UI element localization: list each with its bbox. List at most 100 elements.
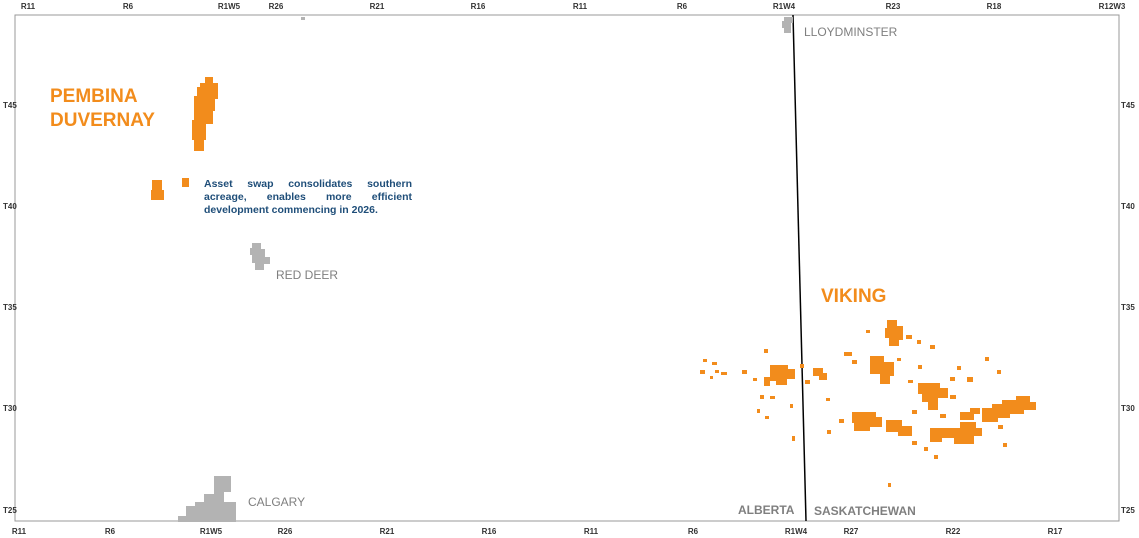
viking-tract xyxy=(813,368,827,380)
pembina-label-line1: PEMBINA xyxy=(50,86,138,107)
viking-tract xyxy=(912,410,917,414)
top-tick: R16 xyxy=(471,2,486,11)
viking-tract xyxy=(712,362,717,365)
red-deer-label: RED DEER xyxy=(276,268,338,282)
right-tick: T40 xyxy=(1121,202,1135,211)
bottom-tick: R16 xyxy=(482,527,497,536)
viking-tract xyxy=(930,345,935,349)
viking-tract xyxy=(918,383,948,410)
top-tick: R6 xyxy=(677,2,688,11)
pembina-south-block xyxy=(151,180,164,200)
viking-tract xyxy=(918,365,922,369)
left-tick: T40 xyxy=(3,202,17,211)
right-tick: T35 xyxy=(1121,303,1135,312)
asset-swap-note: Asset swap consolidates southern acreage… xyxy=(204,178,412,216)
bottom-tick: R22 xyxy=(946,527,961,536)
alberta-label: ALBERTA xyxy=(738,503,795,517)
top-tick: R23 xyxy=(886,2,901,11)
top-tick: R6 xyxy=(123,2,134,11)
viking-tract xyxy=(950,377,955,381)
viking-tract xyxy=(852,360,857,364)
viking-tract xyxy=(912,441,917,445)
pembina-label-line2: DUVERNAY xyxy=(50,110,155,131)
bottom-tick: R27 xyxy=(844,527,859,536)
viking-tract xyxy=(930,422,982,444)
viking-tract xyxy=(805,380,810,384)
viking-tract xyxy=(764,365,795,386)
top-tick: R1W5 xyxy=(218,2,241,11)
red-deer-footprint xyxy=(250,243,270,270)
top-tick: R11 xyxy=(21,2,36,11)
city-footprints xyxy=(178,17,793,522)
bottom-tick: R26 xyxy=(278,527,293,536)
top-range-ticks: R11 R6 R1W5 R26 R21 R16 R11 R6 R1W4 R23 … xyxy=(21,2,1126,11)
viking-tract xyxy=(897,358,901,361)
viking-tract xyxy=(770,396,775,399)
viking-tract xyxy=(715,370,719,373)
right-tick: T30 xyxy=(1121,404,1135,413)
viking-tract xyxy=(852,412,882,431)
viking-tract xyxy=(1003,443,1007,447)
left-tick: T35 xyxy=(3,303,17,312)
top-tick: R1W4 xyxy=(773,2,796,11)
bottom-tick: R6 xyxy=(688,527,699,536)
viking-label: VIKING xyxy=(821,286,886,307)
viking-tract xyxy=(934,455,938,459)
viking-tract xyxy=(760,395,764,399)
viking-tract xyxy=(757,409,760,413)
viking-tract xyxy=(721,372,727,375)
calgary-label: CALGARY xyxy=(248,495,305,509)
viking-tract xyxy=(906,335,912,339)
top-tick: R12W3 xyxy=(1099,2,1126,11)
right-tick: T25 xyxy=(1121,506,1135,515)
town-footprint xyxy=(301,17,305,20)
bottom-tick: R17 xyxy=(1048,527,1063,536)
left-tick: T30 xyxy=(3,404,17,413)
right-tick: T45 xyxy=(1121,101,1135,110)
viking-tract xyxy=(908,380,913,383)
alberta-saskatchewan-border xyxy=(792,14,807,522)
viking-tract xyxy=(742,370,747,374)
viking-tract xyxy=(870,356,894,384)
viking-tract xyxy=(792,436,795,441)
pembina-small-block xyxy=(182,178,189,187)
viking-tract xyxy=(957,366,961,370)
lloydminster-footprint xyxy=(782,17,793,33)
bottom-tick: R11 xyxy=(584,527,599,536)
bottom-range-ticks: R11 R6 R1W5 R26 R21 R16 R11 R6 R1W4 R27 … xyxy=(12,527,1063,536)
viking-tract xyxy=(753,378,757,381)
viking-tract xyxy=(765,416,769,419)
viking-tract xyxy=(998,425,1003,429)
saskatchewan-label: SASKATCHEWAN xyxy=(814,504,916,518)
pembina-main-block xyxy=(192,77,218,151)
left-tick: T25 xyxy=(3,506,17,515)
viking-tract xyxy=(885,320,903,346)
viking-tract xyxy=(985,357,989,361)
viking-tract xyxy=(997,370,1001,374)
viking-tract xyxy=(827,430,831,434)
top-tick: R18 xyxy=(987,2,1002,11)
viking-tract xyxy=(924,447,928,451)
viking-tract xyxy=(960,408,980,420)
right-township-ticks: T45 T40 T35 T30 T25 xyxy=(1121,101,1135,515)
left-tick: T45 xyxy=(3,101,17,110)
viking-tract xyxy=(950,395,956,399)
left-township-ticks: T45 T40 T35 T30 T25 xyxy=(3,101,17,515)
bottom-tick: R21 xyxy=(380,527,395,536)
bottom-tick: R6 xyxy=(105,527,116,536)
top-tick: R21 xyxy=(370,2,385,11)
viking-tract xyxy=(790,404,793,408)
bottom-tick: R11 xyxy=(12,527,27,536)
viking-tract xyxy=(710,376,713,379)
top-tick: R26 xyxy=(269,2,284,11)
viking-tract xyxy=(888,483,891,487)
viking-tract xyxy=(703,359,707,362)
viking-tract xyxy=(940,414,946,418)
viking-tract xyxy=(826,398,830,401)
top-tick: R11 xyxy=(573,2,588,11)
viking-tract xyxy=(844,352,852,356)
calgary-footprint xyxy=(178,476,236,522)
bottom-tick: R1W5 xyxy=(200,527,223,536)
viking-tract xyxy=(982,396,1036,422)
viking-tract xyxy=(839,419,844,423)
